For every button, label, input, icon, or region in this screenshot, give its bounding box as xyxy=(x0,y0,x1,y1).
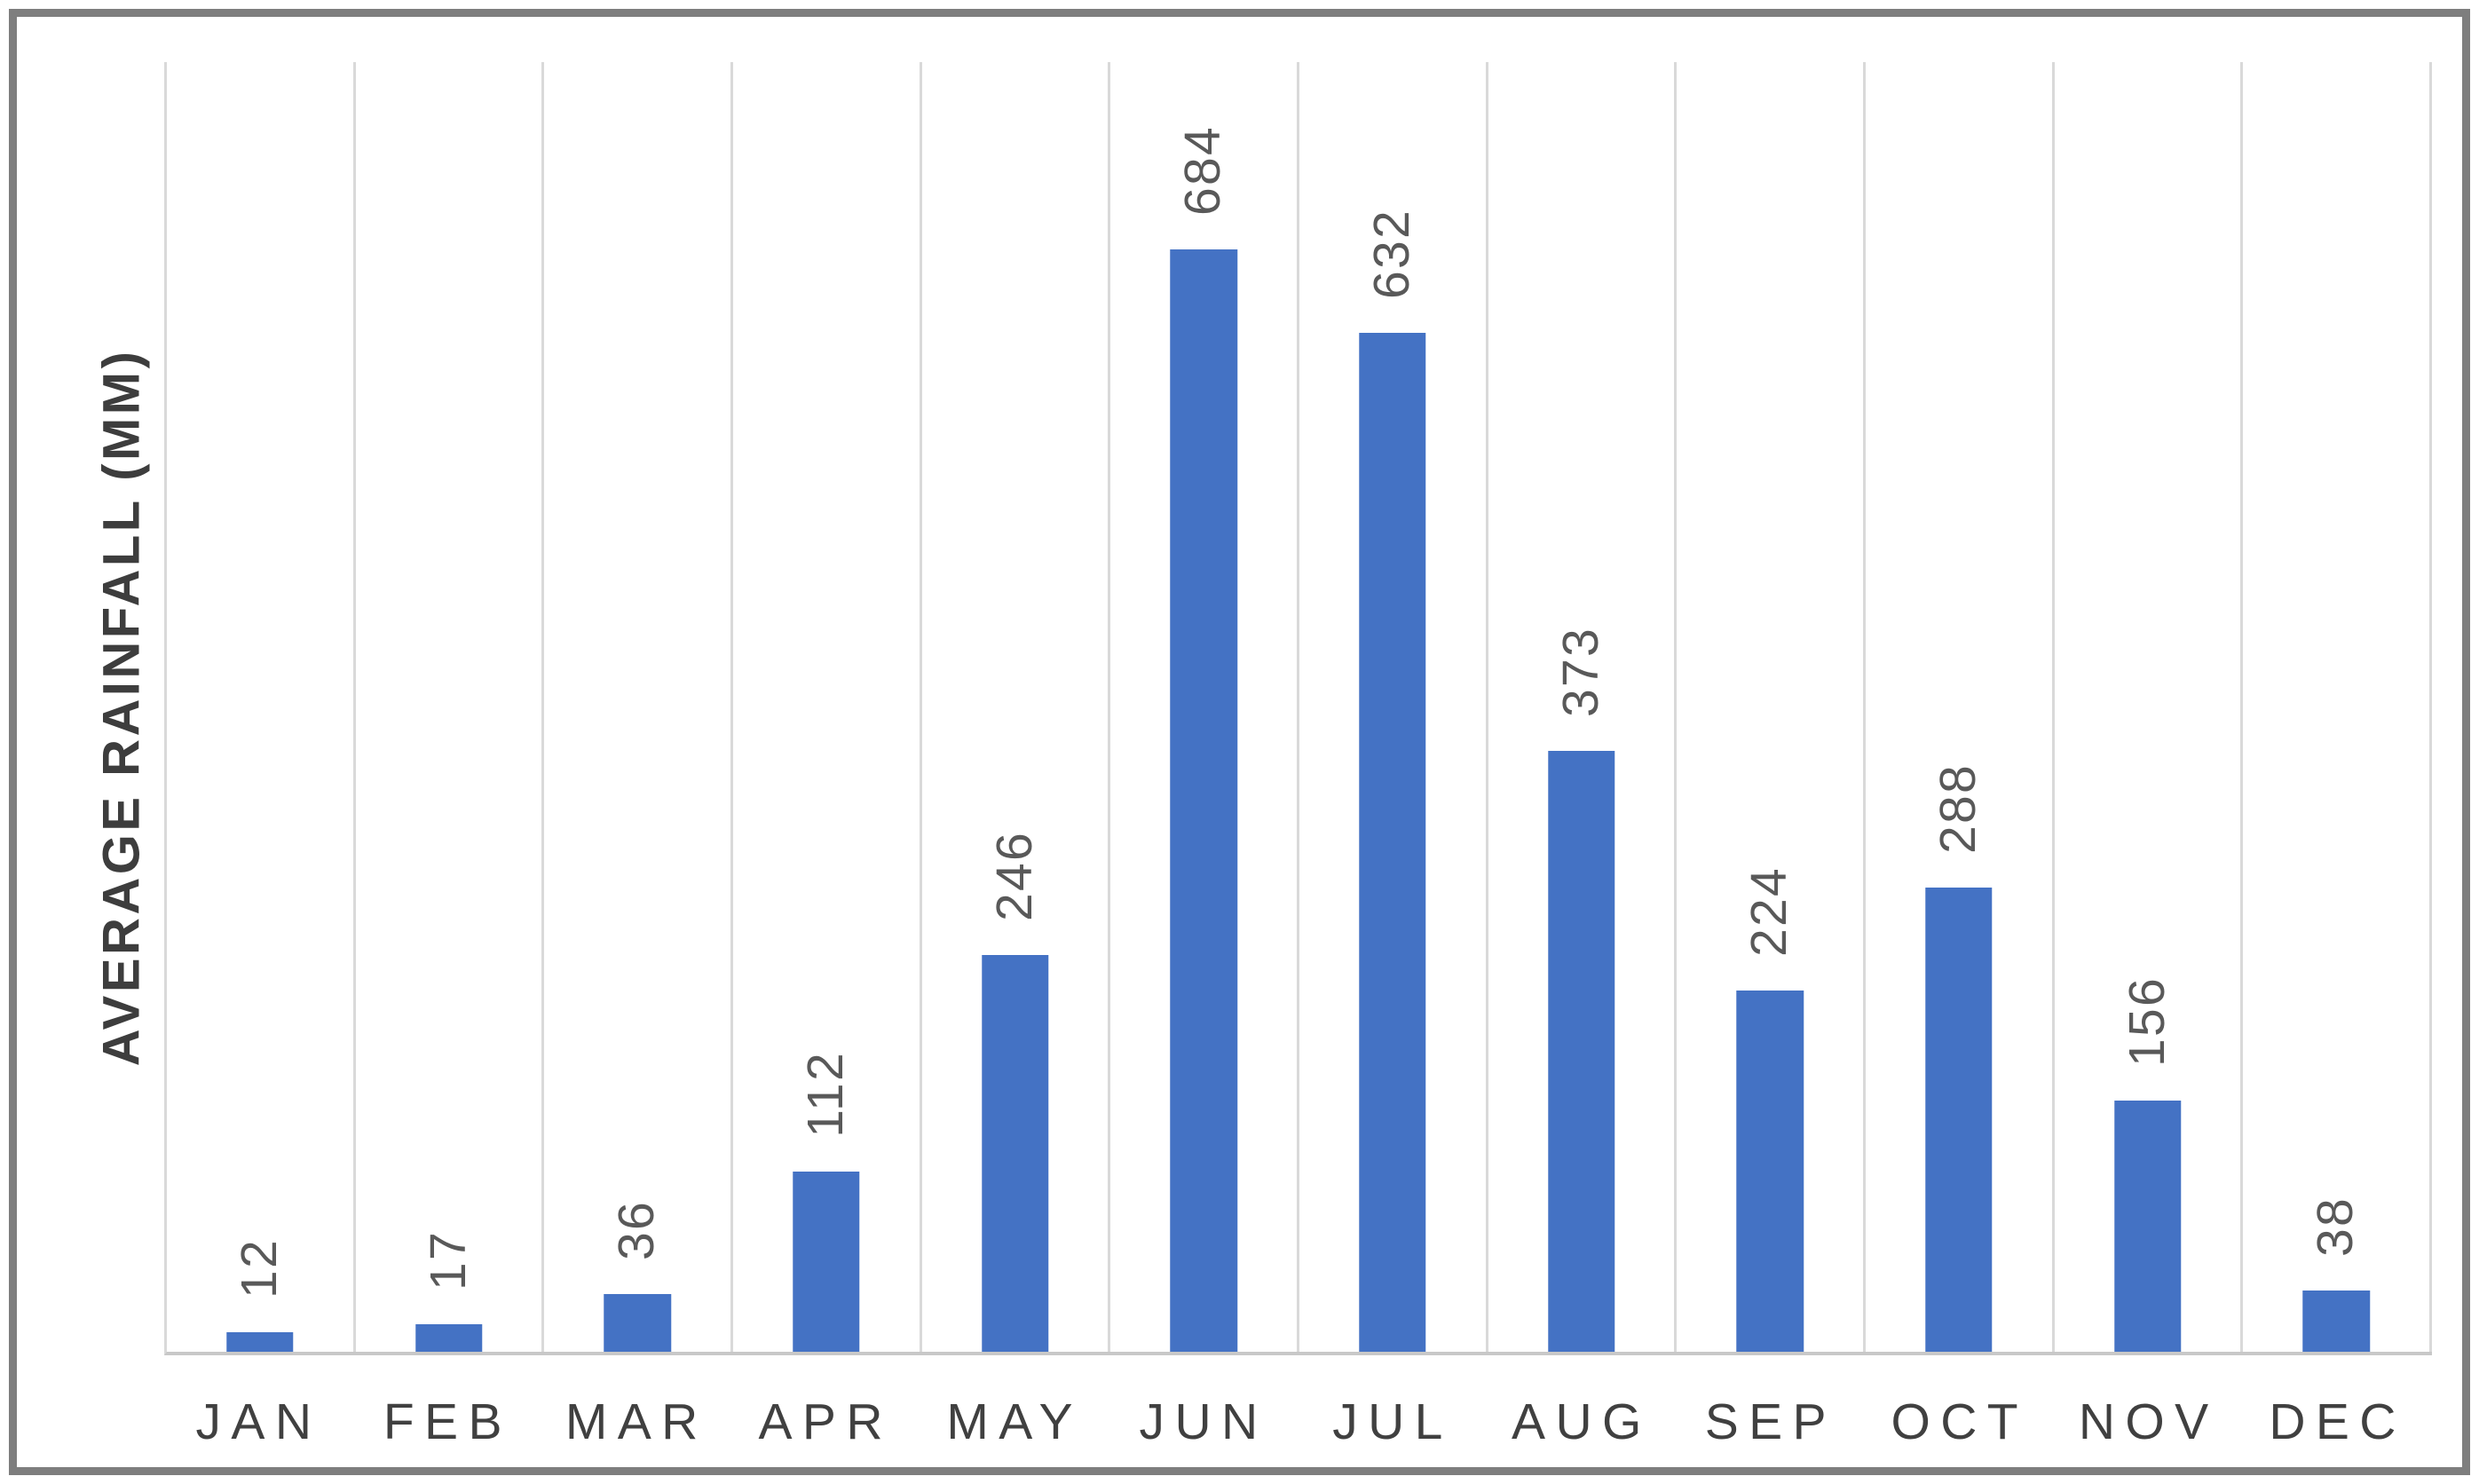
category-column: 17 xyxy=(356,62,545,1352)
x-axis-labels: JAN FEB MAR APR MAY JUN JUL AUG SEP OCT NOV DEC xyxy=(164,1373,2432,1471)
bar-nov xyxy=(2113,1100,2182,1352)
data-label-sep: 224 xyxy=(1741,866,1798,958)
data-label-jul: 632 xyxy=(1362,209,1420,300)
chart-frame: 12 17 36 112 246 684 632 373 224 288 156 38 JAN FEB M… xyxy=(9,9,2470,1475)
x-tick-label-jul: JUL xyxy=(1332,1393,1453,1450)
data-label-mar: 36 xyxy=(608,1199,666,1260)
category-column: 246 xyxy=(922,62,1111,1352)
x-tick-label-aug: AUG xyxy=(1512,1393,1652,1450)
data-label-oct: 288 xyxy=(1929,762,1986,854)
data-label-may: 246 xyxy=(985,831,1043,922)
x-tick-label-dec: DEC xyxy=(2269,1393,2406,1450)
bar-aug xyxy=(1547,750,1615,1352)
category-column: 288 xyxy=(1866,62,2055,1352)
bar-may xyxy=(981,955,1049,1352)
category-column: 12 xyxy=(167,62,356,1352)
data-label-apr: 112 xyxy=(796,1050,854,1138)
bar-sep xyxy=(1736,991,1804,1352)
x-tick-label-jun: JUN xyxy=(1139,1393,1268,1450)
data-label-nov: 156 xyxy=(2118,975,2175,1067)
x-tick-label-apr: APR xyxy=(758,1393,893,1450)
bar-apr xyxy=(793,1171,860,1352)
x-tick-label-oct: OCT xyxy=(1891,1393,2029,1450)
bar-mar xyxy=(604,1293,671,1352)
data-label-feb: 17 xyxy=(419,1230,477,1291)
x-tick-label-may: MAY xyxy=(946,1393,1083,1450)
plot-area: 12 17 36 112 246 684 632 373 224 288 156 38 xyxy=(164,62,2433,1355)
category-column: 224 xyxy=(1677,62,1867,1352)
x-tick-label-feb: FEB xyxy=(383,1393,512,1450)
bar-jul xyxy=(1359,333,1426,1352)
bar-jan xyxy=(226,1332,294,1352)
bar-jun xyxy=(1170,249,1237,1352)
category-column: 373 xyxy=(1488,62,1678,1352)
category-column: 156 xyxy=(2055,62,2244,1352)
x-tick-label-nov: NOV xyxy=(2078,1393,2219,1450)
bar-feb xyxy=(414,1324,483,1352)
category-column: 38 xyxy=(2243,62,2433,1352)
x-tick-label-jan: JAN xyxy=(195,1393,322,1450)
data-label-jan: 12 xyxy=(230,1238,288,1299)
data-label-dec: 38 xyxy=(2307,1196,2365,1257)
category-column: 112 xyxy=(733,62,922,1352)
category-column: 36 xyxy=(544,62,734,1352)
x-tick-label-mar: MAR xyxy=(564,1393,708,1450)
category-column: 684 xyxy=(1110,62,1300,1352)
category-column: 632 xyxy=(1299,62,1488,1352)
y-axis-title: AVERAGE RAINFALL (MM) xyxy=(92,348,151,1067)
x-tick-label-sep: SEP xyxy=(1704,1393,1836,1450)
bar-oct xyxy=(1925,887,1993,1352)
data-label-jun: 684 xyxy=(1174,124,1232,216)
bar-dec xyxy=(2302,1290,2370,1352)
data-label-aug: 373 xyxy=(1551,626,1609,717)
